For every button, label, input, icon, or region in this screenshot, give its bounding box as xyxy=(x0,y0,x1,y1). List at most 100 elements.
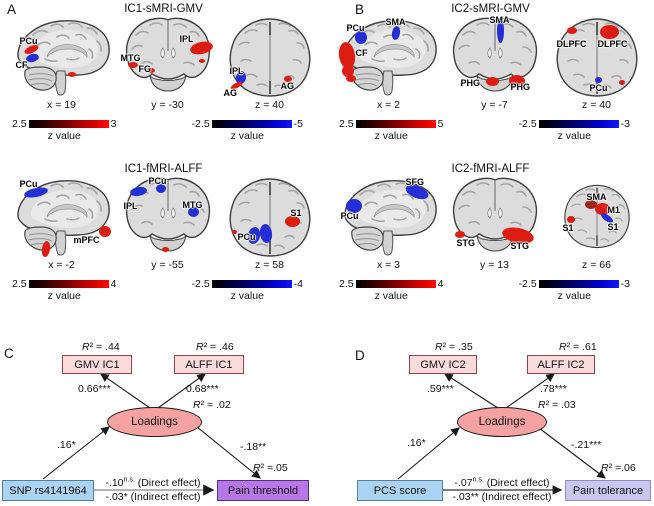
cluster-blue xyxy=(187,207,199,217)
colorbar-gradient-red xyxy=(28,280,109,288)
colorbar-max: 5 xyxy=(437,118,444,130)
region-label: IPL xyxy=(179,34,194,44)
cluster-red xyxy=(594,203,610,215)
cluster-red xyxy=(284,216,300,227)
cluster-blue xyxy=(496,19,504,43)
indicator-box-gmv: GMV IC2 xyxy=(409,355,477,374)
colorbar-positive: 2.5 4 z value xyxy=(12,278,116,302)
colorbar-max: 4 xyxy=(110,278,117,290)
colorbar-gradient-blue xyxy=(538,120,619,128)
cluster-red xyxy=(566,27,577,34)
colorbar-gradient-blue xyxy=(211,120,292,128)
r-squared: R² =.06 xyxy=(601,462,636,474)
cluster-blue xyxy=(345,199,362,213)
region-label: STG xyxy=(456,238,476,248)
slice-strip: PCu SMA CF x = 2 SMA PHG PHG y = -7 xyxy=(327,15,654,111)
cluster-red xyxy=(508,75,525,87)
outcome-box: Pain tolerance xyxy=(565,480,651,501)
indirect-effect-label: -.03** (Indirect effect) xyxy=(452,491,552,503)
colorbar-min: -2.5 xyxy=(191,118,210,130)
colorbar-label: z value xyxy=(47,130,81,142)
region-label: SMA xyxy=(586,192,607,202)
loading-coefficient: 0.66*** xyxy=(78,383,111,395)
axial-brain-icon xyxy=(228,178,311,257)
cluster-blue xyxy=(594,77,602,83)
slice-coordinate: x = 3 xyxy=(376,259,401,271)
colorbar-gradient-blue xyxy=(211,280,292,288)
loading-coefficient: 0.68*** xyxy=(186,383,219,395)
direct-effect-label: -.07n.s. (Direct effect) xyxy=(454,476,550,490)
colorbar-label: z value xyxy=(230,290,264,302)
colorbar-max: -3 xyxy=(620,118,630,130)
loading-coefficient: .59*** xyxy=(427,383,454,395)
region-label: PCu xyxy=(19,36,38,46)
colorbar-min: 2.5 xyxy=(12,278,27,290)
colorbars: 2.5 4 z value -2.5 -4 z value xyxy=(0,278,327,302)
colorbar-negative: -2.5 -5 z value xyxy=(192,118,303,142)
cluster-red xyxy=(127,62,138,68)
region-label: M1 xyxy=(607,205,621,215)
cluster-red xyxy=(283,76,292,82)
panel-label-d: D xyxy=(355,348,365,363)
colorbar-positive: 2.5 4 z value xyxy=(339,278,443,302)
axial-slice: DLPFC DLPFC PCu z = 40 xyxy=(550,15,644,111)
brain-row-ic1-gmv: IC1-sMRI-GMV PCu CF x = 19 xyxy=(0,0,327,160)
cluster-red xyxy=(98,226,111,237)
path-model-d: D R² = .35 R² = .61 GMV IC2 ALFF IC2 .59… xyxy=(327,320,654,506)
region-label: PCu xyxy=(148,176,167,186)
region-label: PCu xyxy=(346,23,365,33)
colorbar-negative: -2.5 -3 z value xyxy=(519,118,630,142)
region-label: SMA xyxy=(489,15,510,25)
latent-ellipse: Loadings xyxy=(457,407,547,437)
indicator-box-alff: ALFF IC2 xyxy=(527,355,595,374)
path-model-c: C R² = .44 R² = .46 GMV IC1 ALFF IC1 0.6… xyxy=(0,320,327,506)
cluster-red xyxy=(67,72,76,77)
coronal-slice: SMA PHG PHG y = -7 xyxy=(447,15,543,111)
cluster-blue xyxy=(354,31,367,44)
colorbar-gradient-red xyxy=(355,280,436,288)
panel-label-b: B xyxy=(355,2,365,17)
slice-coordinate: y = 13 xyxy=(480,259,509,271)
region-label: S1 xyxy=(562,223,574,233)
region-label: DLPFC xyxy=(556,39,587,49)
colorbar-max: -4 xyxy=(293,278,303,290)
region-label: STG xyxy=(510,241,530,251)
sagittal-slice: PCu CF x = 19 xyxy=(11,15,113,111)
cluster-red xyxy=(146,68,155,73)
indirect-effect-label: -.03* (Indirect effect) xyxy=(105,491,201,503)
slice-coordinate: x = 19 xyxy=(47,99,76,111)
colorbar-positive: 2.5 5 z value xyxy=(339,118,443,142)
region-label: PCu xyxy=(19,179,38,189)
cluster-red xyxy=(485,77,499,86)
row-title: IC2-sMRI-GMV xyxy=(451,3,530,15)
colorbar-label: z value xyxy=(557,290,591,302)
indicator-box-alff: ALFF IC1 xyxy=(174,355,244,374)
sagittal-slice: PCu mPFC x = -2 xyxy=(11,175,113,271)
row-title: IC1-fMRI-ALFF xyxy=(124,163,203,175)
coronal-slice: STG STG y = 13 xyxy=(447,175,543,271)
path-coefficient: -.21*** xyxy=(571,439,602,451)
slice-strip: PCu mPFC x = -2 PCu IPL MTG y = -55 xyxy=(0,175,327,271)
r-squared: R² =.05 xyxy=(253,462,288,474)
region-label: PHG xyxy=(460,78,481,88)
slice-coordinate: y = -30 xyxy=(151,99,184,111)
colorbar-label: z value xyxy=(230,130,264,142)
colorbar-max: 4 xyxy=(437,278,444,290)
cluster-red xyxy=(198,59,205,63)
column-b: B IC2-sMRI-GMV PCu SMA CF x = 2 xyxy=(327,0,654,506)
axial-slice: SMA M1 S1 S1 z = 66 xyxy=(550,175,644,271)
slice-coordinate: z = 58 xyxy=(255,259,284,271)
colorbars: 2.5 3 z value -2.5 -5 z value xyxy=(0,118,327,142)
path-arrows xyxy=(397,373,606,495)
coronal-slice: IPL MTG FG y = -30 xyxy=(120,15,216,111)
cluster-blue xyxy=(155,184,166,193)
path-coefficient: -.18** xyxy=(240,441,267,453)
sagittal-slice: SFG PCu x = 3 xyxy=(338,175,440,271)
colorbar-min: 2.5 xyxy=(12,118,27,130)
colorbar-min: 2.5 xyxy=(339,278,354,290)
colorbar-label: z value xyxy=(374,290,408,302)
region-label: MTG xyxy=(182,200,203,210)
cluster-dark-red xyxy=(584,200,597,209)
indicator-box-gmv: GMV IC1 xyxy=(62,355,132,374)
